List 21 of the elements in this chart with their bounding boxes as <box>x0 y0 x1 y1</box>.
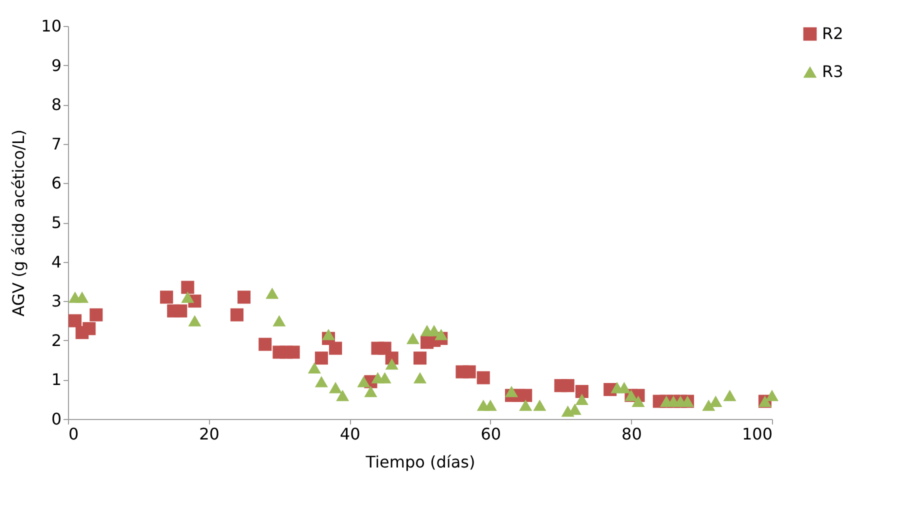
y-tick-label: 2 <box>51 330 62 350</box>
y-tick-label: 0 <box>51 410 62 428</box>
legend-label: R2 <box>822 24 844 43</box>
x-tick-label: 40 <box>340 424 360 444</box>
y-tick-label: 8 <box>51 95 62 114</box>
y-tick-label: 10 <box>41 16 62 36</box>
x-axis-title: Tiempo (días) <box>364 452 476 472</box>
y-tick-label: 7 <box>51 134 62 154</box>
y-axis-title: AGV (g ácido acético/L) <box>9 130 28 316</box>
x-tick-label: 100 <box>742 424 772 444</box>
y-tick-label: 3 <box>51 292 62 311</box>
y-tick-label: 1 <box>51 370 62 390</box>
legend-label: R3 <box>822 62 844 81</box>
x-tick-label: 60 <box>480 424 502 444</box>
y-tick-label: 9 <box>51 56 62 75</box>
x-tick-label: 0 <box>68 424 79 444</box>
y-tick-label: 6 <box>51 174 62 193</box>
y-tick-label: 4 <box>51 252 62 272</box>
x-tick-label: 20 <box>199 424 220 444</box>
y-tick-label: 5 <box>51 213 62 232</box>
x-tick-label: 80 <box>622 424 642 444</box>
